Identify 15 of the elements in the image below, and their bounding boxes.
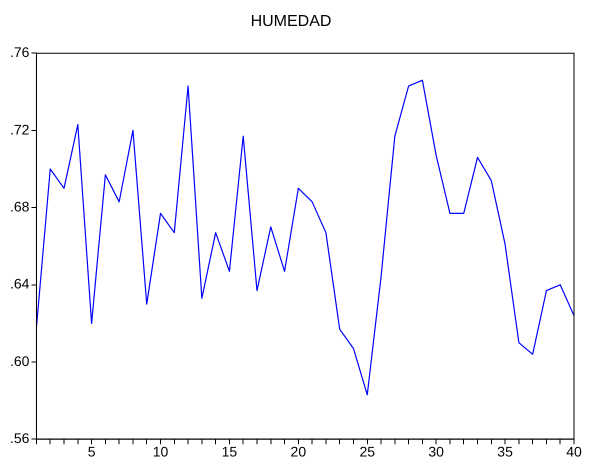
y-tick-label: .64 xyxy=(10,276,30,292)
x-tick-label: 40 xyxy=(566,443,582,460)
x-tick-label: 10 xyxy=(152,443,169,460)
x-tick-label: 15 xyxy=(222,443,238,460)
x-tick-label: 20 xyxy=(290,443,306,460)
x-tick-label: 35 xyxy=(497,443,514,460)
y-tick-label: .56 xyxy=(10,430,30,446)
y-tick-label: .76 xyxy=(10,44,30,60)
y-tick-label: .60 xyxy=(10,352,30,369)
y-tick-label: .72 xyxy=(10,121,30,138)
x-tick-label: 25 xyxy=(359,443,376,460)
x-tick-label: 5 xyxy=(88,443,96,460)
y-tick-label: .68 xyxy=(10,198,30,214)
chart-title: HUMEDAD xyxy=(250,13,332,30)
x-tick-label: 30 xyxy=(428,443,444,460)
